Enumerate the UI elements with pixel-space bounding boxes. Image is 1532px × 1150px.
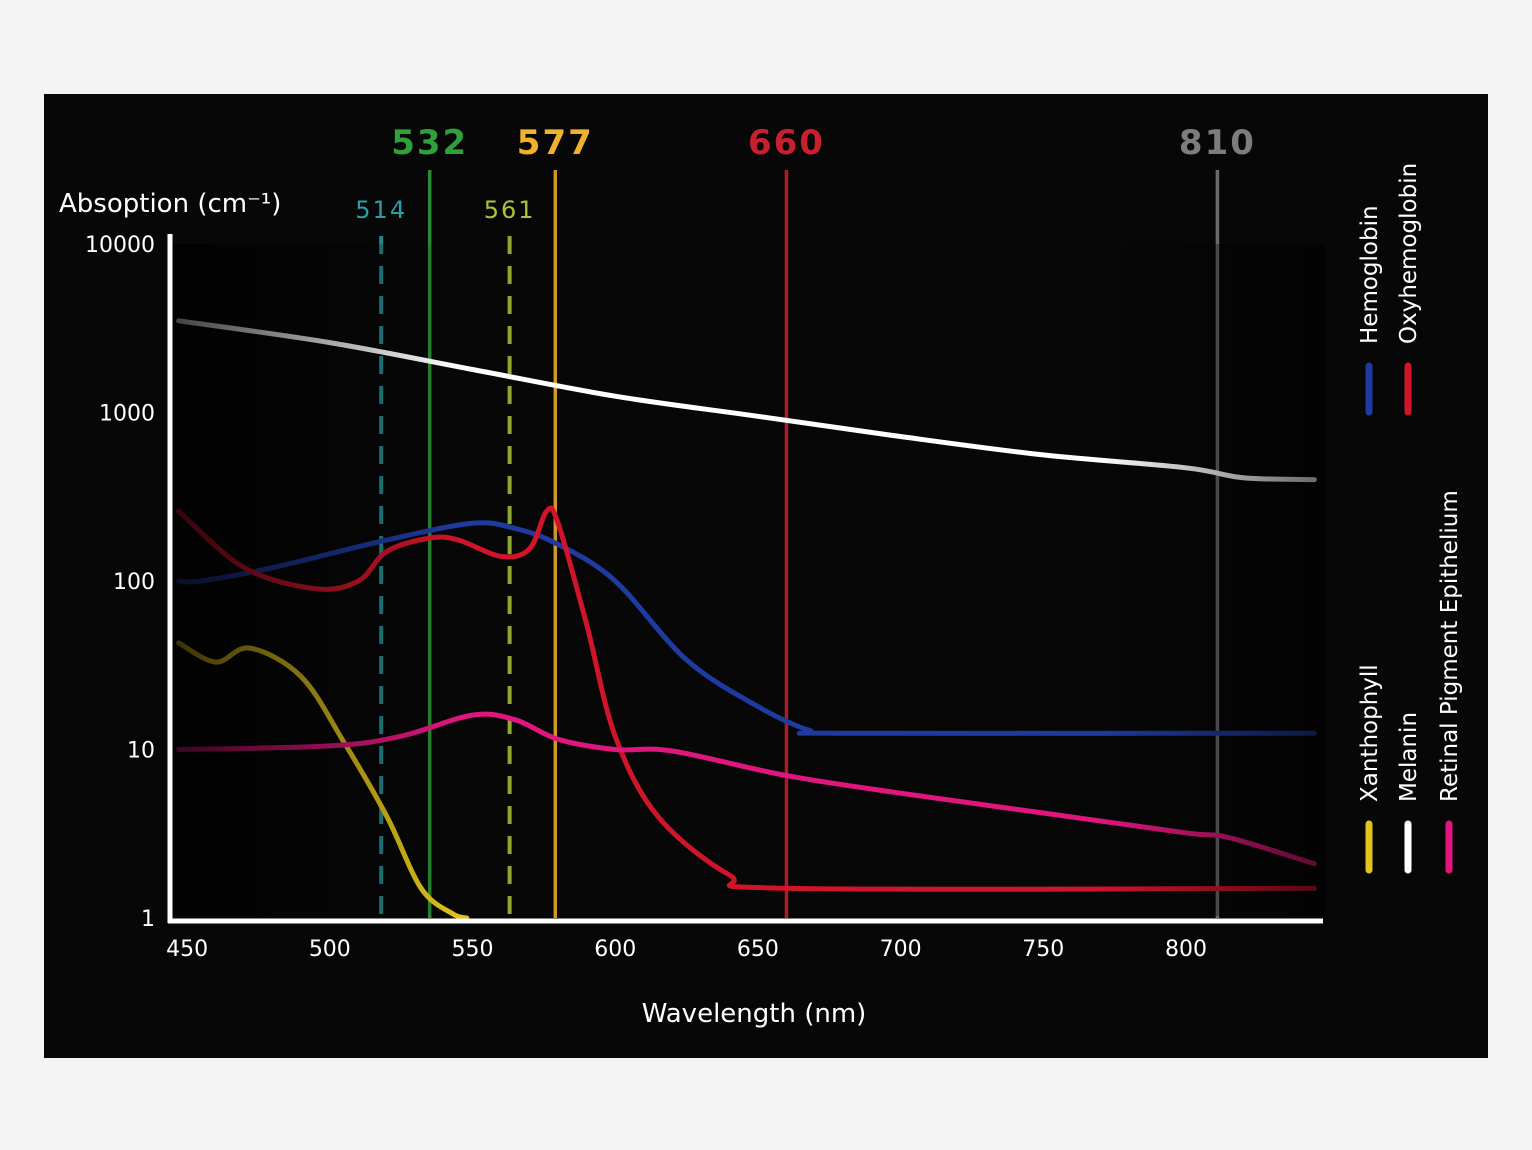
y-tick-10: 10 xyxy=(127,739,155,764)
x-tick-500: 500 xyxy=(309,937,351,962)
absorption-chart: 514 532 561 577 660 810 1 10 100 1000 10000 450 50… xyxy=(59,123,1463,1029)
laser-label-577: 577 xyxy=(517,123,594,163)
legend-label-oxyhemoglobin: Oxyhemoglobin xyxy=(1396,163,1422,344)
legend-label-hemoglobin: Hemoglobin xyxy=(1357,205,1383,344)
y-axis-label: Absoption (cm⁻¹) xyxy=(59,189,281,219)
y-tick-1000: 1000 xyxy=(99,402,155,427)
y-tick-10000: 10000 xyxy=(85,233,155,258)
x-tick-550: 550 xyxy=(452,937,494,962)
laser-label-810: 810 xyxy=(1179,123,1256,163)
y-tick-100: 100 xyxy=(113,570,155,595)
laser-label-532: 532 xyxy=(391,123,468,163)
laser-label-514: 514 xyxy=(355,196,407,224)
y-tick-1: 1 xyxy=(141,907,155,932)
x-tick-750: 750 xyxy=(1022,937,1064,962)
laser-label-660: 660 xyxy=(748,123,825,163)
laser-label-561: 561 xyxy=(484,196,536,224)
absorption-curves xyxy=(172,244,1325,921)
y-tick-labels: 1 10 100 1000 10000 xyxy=(85,233,155,932)
legend-label-melanin: Melanin xyxy=(1396,712,1422,802)
x-tick-650: 650 xyxy=(737,937,779,962)
legend: Melanin Hemoglobin Oxyhemoglobin Xanthophyl… xyxy=(1357,163,1463,874)
legend-label-retinal-pigment-epithelium: Retinal Pigment Epithelium xyxy=(1437,490,1463,802)
chart-panel: 514 532 561 577 660 810 1 10 100 1000 10000 450 50… xyxy=(44,94,1488,1058)
x-tick-labels: 450 500 550 600 650 700 750 800 xyxy=(166,937,1207,962)
x-axis-label: Wavelength (nm) xyxy=(642,999,867,1029)
x-tick-450: 450 xyxy=(166,937,208,962)
legend-label-xanthophyll: Xanthophyll xyxy=(1357,664,1383,802)
edge-fade-overlay xyxy=(172,244,1325,916)
x-tick-800: 800 xyxy=(1165,937,1207,962)
x-tick-700: 700 xyxy=(880,937,922,962)
x-tick-600: 600 xyxy=(594,937,636,962)
